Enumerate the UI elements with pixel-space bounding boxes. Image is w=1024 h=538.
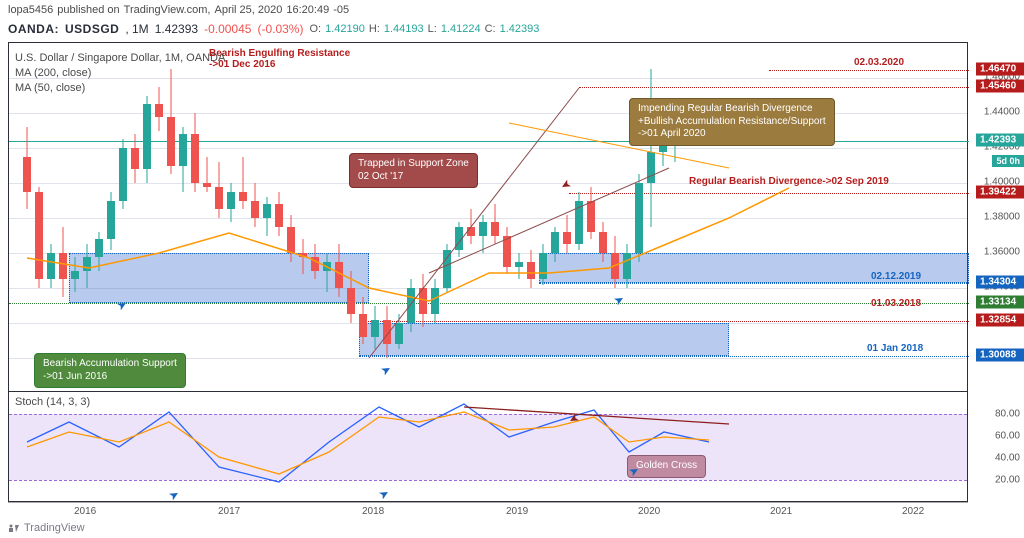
candle[interactable]: [527, 43, 535, 393]
ticker: USDSGD: [65, 22, 119, 36]
countdown-badge: 5d 0h: [992, 155, 1024, 167]
candle[interactable]: [395, 43, 403, 393]
chart-info: U.S. Dollar / Singapore Dollar, 1M, OAND…: [15, 51, 225, 96]
price-tag: 1.46470: [976, 63, 1024, 76]
candle[interactable]: [299, 43, 307, 393]
arrow-icon: ➤: [166, 486, 182, 503]
tv-logo-icon: [8, 522, 20, 534]
candle[interactable]: [335, 43, 343, 393]
candle[interactable]: [419, 43, 427, 393]
price-line: [9, 303, 969, 304]
arrow-icon: ➤: [378, 361, 394, 378]
candle[interactable]: [611, 43, 619, 393]
text-annotation: Regular Bearish Divergence->02 Sep 2019: [689, 176, 889, 187]
year-tick: 2019: [506, 506, 528, 517]
candle[interactable]: [599, 43, 607, 393]
text-annotation: 02.12.2019: [871, 271, 921, 282]
price-tag: 1.39422: [976, 186, 1024, 199]
candle[interactable]: [263, 43, 271, 393]
year-tick: 2021: [770, 506, 792, 517]
year-tick: 2022: [902, 506, 924, 517]
stoch-tick: 80.00: [995, 409, 1020, 420]
candle[interactable]: [383, 43, 391, 393]
candle[interactable]: [347, 43, 355, 393]
stoch-band: [9, 414, 967, 480]
candle[interactable]: [275, 43, 283, 393]
year-tick: 2017: [218, 506, 240, 517]
provider: OANDA:: [8, 22, 59, 36]
candle[interactable]: [647, 43, 655, 393]
candle[interactable]: [539, 43, 547, 393]
candle[interactable]: [491, 43, 499, 393]
price-line: [769, 70, 969, 71]
candle[interactable]: [359, 43, 367, 393]
stoch-band-line: [9, 414, 967, 415]
candle[interactable]: [503, 43, 511, 393]
user: lopa5456: [8, 4, 53, 16]
candle[interactable]: [323, 43, 331, 393]
candle[interactable]: [659, 43, 667, 393]
stoch-tick: 40.00: [995, 453, 1020, 464]
candle[interactable]: [443, 43, 451, 393]
year-tick: 2016: [74, 506, 96, 517]
candle[interactable]: [623, 43, 631, 393]
text-annotation: 01 Jan 2018: [867, 343, 923, 354]
price-tag: 1.45460: [976, 80, 1024, 93]
publish-header: lopa5456 published on TradingView.com, A…: [8, 4, 349, 16]
price-axis[interactable]: 1.460001.440001.420001.400001.380001.360…: [968, 42, 1024, 392]
candle[interactable]: [251, 43, 259, 393]
tradingview-logo: TradingView: [8, 522, 85, 534]
candle[interactable]: [635, 43, 643, 393]
price-tag: 1.34304: [976, 276, 1024, 289]
time-axis[interactable]: 2016 2017 2018 2019 2020 2021 2022: [8, 502, 968, 520]
text-annotation: 02.03.2020: [854, 57, 904, 68]
candle[interactable]: [455, 43, 463, 393]
candle[interactable]: [407, 43, 415, 393]
text-annotation: Bearish Engulfing Resistance: [209, 48, 350, 59]
stoch-tick: 20.00: [995, 475, 1020, 486]
candle[interactable]: [587, 43, 595, 393]
gridline: [9, 148, 967, 149]
last-price: 1.42393: [155, 22, 198, 36]
arrow-icon: ➤: [558, 176, 574, 193]
price-tag: 1.42393: [976, 134, 1024, 147]
price-tick: 1.36000: [984, 247, 1020, 258]
stoch-band-line: [9, 480, 967, 481]
annotation-callout: Bearish Accumulation Support ->01 Jun 20…: [34, 353, 186, 388]
candle[interactable]: [467, 43, 475, 393]
price-tick: 1.38000: [984, 212, 1020, 223]
stoch-chart[interactable]: Stoch (14, 3, 3) Golden Cross➤➤➤➤: [8, 392, 968, 502]
year-tick: 2020: [638, 506, 660, 517]
stoch-label: Stoch (14, 3, 3): [15, 396, 90, 408]
annotation-callout: Impending Regular Bearish Divergence +Bu…: [629, 98, 835, 146]
candle[interactable]: [239, 43, 247, 393]
price-tag: 1.32854: [976, 314, 1024, 327]
change-pct: (-0.03%): [257, 22, 303, 36]
candle[interactable]: [227, 43, 235, 393]
candle[interactable]: [515, 43, 523, 393]
price-tick: 1.44000: [984, 107, 1020, 118]
symbol-row: OANDA: USDSGD , 1M 1.42393 -0.00045 (-0.…: [8, 22, 539, 36]
candle[interactable]: [575, 43, 583, 393]
candle[interactable]: [287, 43, 295, 393]
price-tag: 1.33134: [976, 296, 1024, 309]
candle[interactable]: [671, 43, 679, 393]
candle[interactable]: [563, 43, 571, 393]
year-tick: 2018: [362, 506, 384, 517]
stoch-axis[interactable]: 80.00 60.00 40.00 20.00: [968, 392, 1024, 502]
main-chart[interactable]: U.S. Dollar / Singapore Dollar, 1M, OAND…: [8, 42, 968, 392]
annotation-callout: Trapped in Support Zone 02 Oct '17: [349, 153, 478, 188]
price-tag: 1.30088: [976, 349, 1024, 362]
candle[interactable]: [311, 43, 319, 393]
change: -0.00045: [204, 22, 251, 36]
arrow-icon: ➤: [376, 485, 392, 502]
candle[interactable]: [479, 43, 487, 393]
text-annotation: 01.03.2018: [871, 298, 921, 309]
candle[interactable]: [371, 43, 379, 393]
candle[interactable]: [431, 43, 439, 393]
candle[interactable]: [551, 43, 559, 393]
stoch-tick: 60.00: [995, 431, 1020, 442]
gridline: [9, 218, 967, 219]
